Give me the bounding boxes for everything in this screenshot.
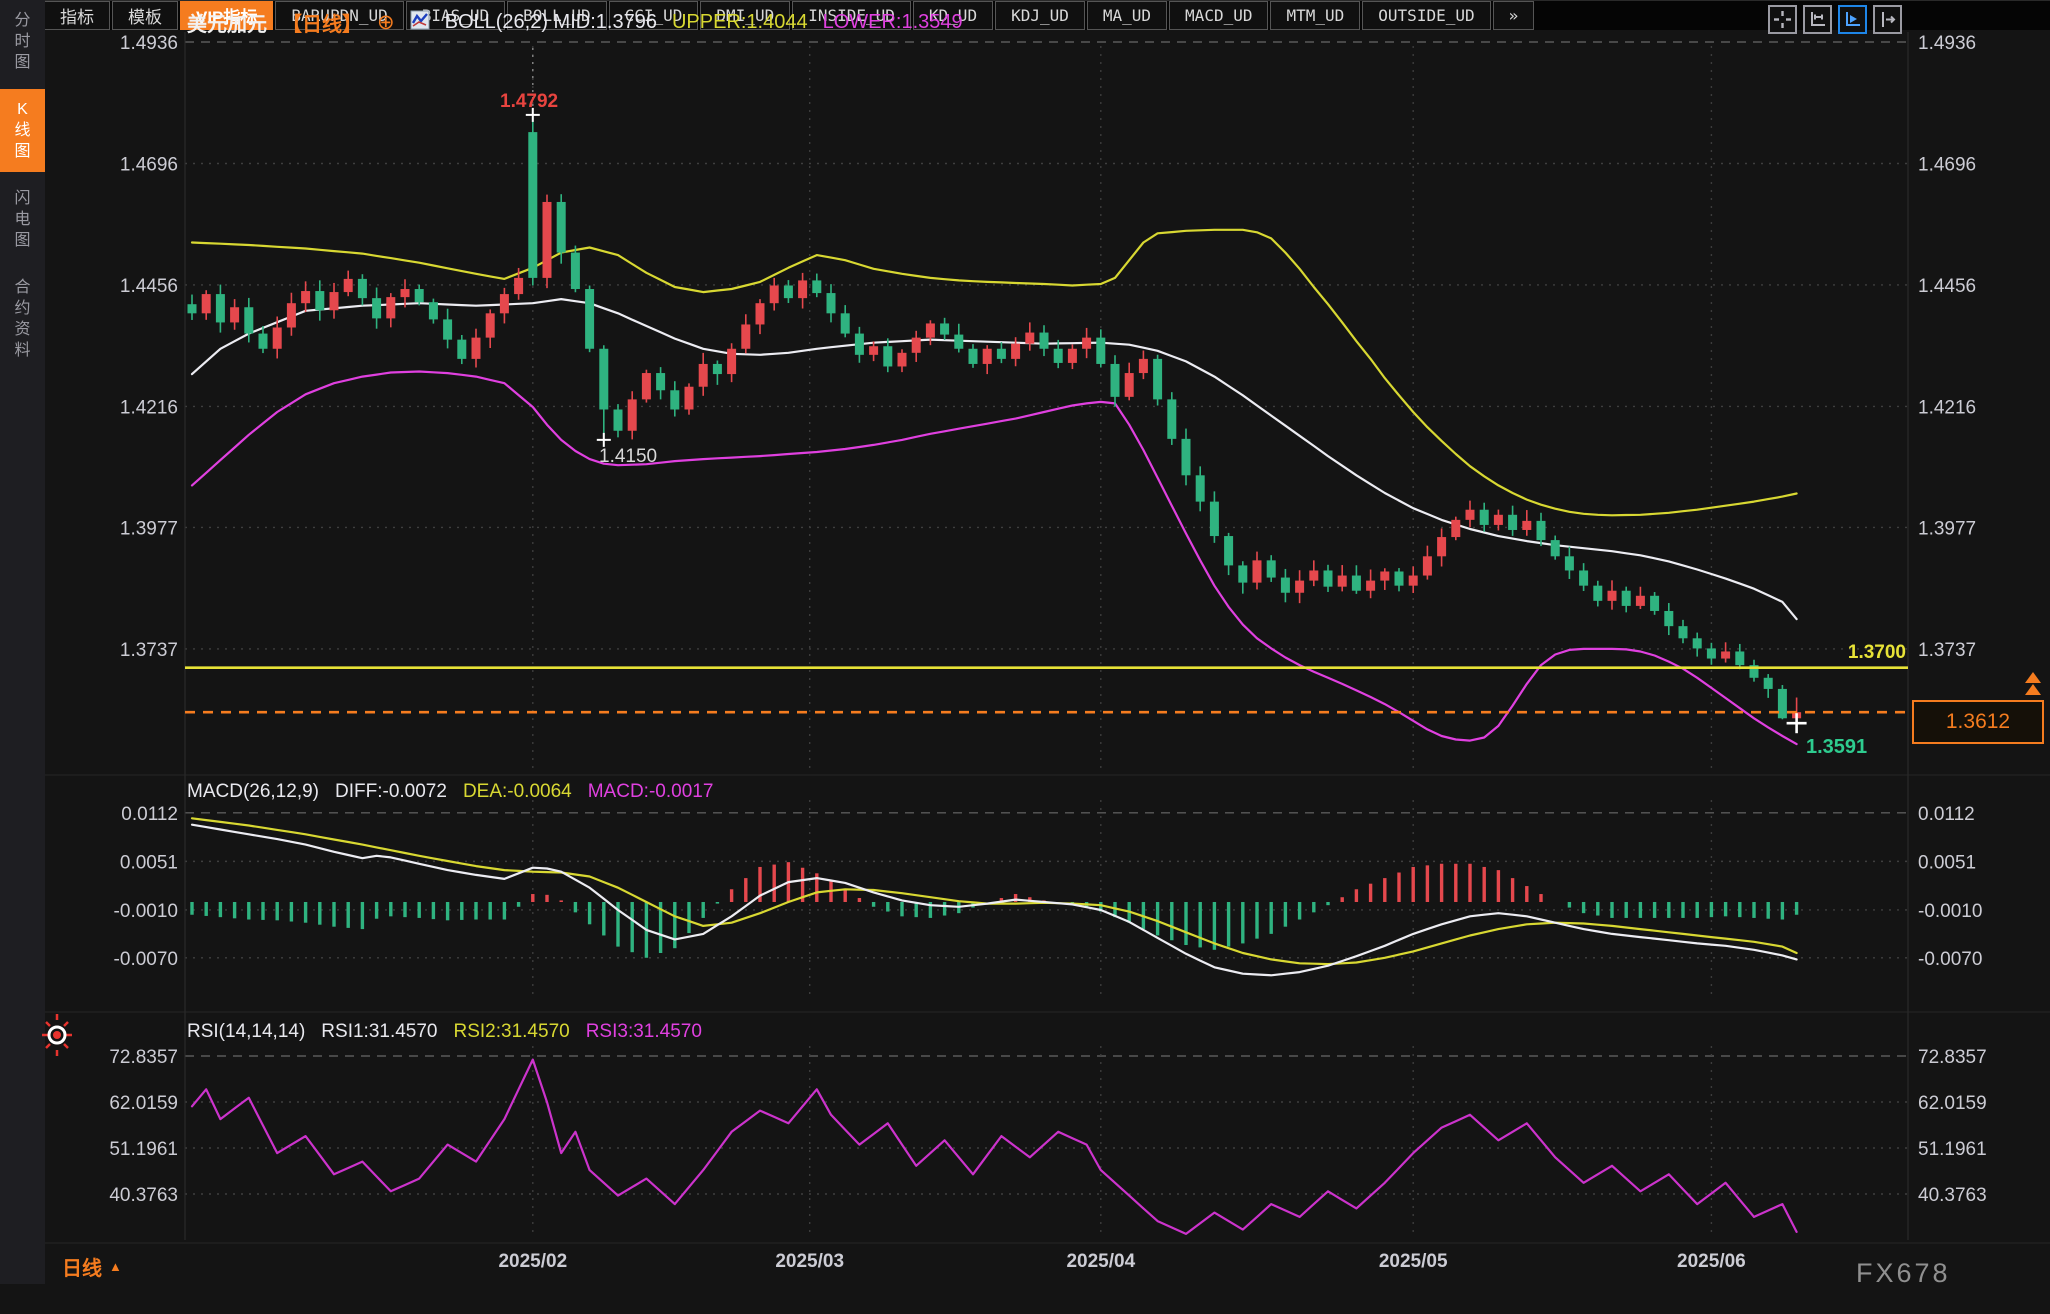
axis-label: 1.3977: [120, 518, 178, 539]
axis-label: -0.0010: [1918, 901, 1982, 922]
axis-label: 1.4936: [120, 33, 178, 54]
axis-label: 0.0051: [120, 852, 178, 873]
rsi2-readout: RSI2:31.4570: [453, 1021, 570, 1042]
date-tick-label: 2025/05: [1378, 1251, 1448, 1272]
tab-VIP指标[interactable]: VIP指标: [180, 1, 274, 30]
current-price-value: 1.3612: [1945, 710, 2011, 733]
tab-INSIDE_UD[interactable]: INSIDE_UD: [792, 1, 911, 30]
axis-label: 1.4696: [1918, 154, 1976, 175]
axis-label: 72.8357: [1918, 1047, 1987, 1068]
sidebar-item-合约资料[interactable]: 合约资料: [14, 279, 31, 359]
tab-模板[interactable]: 模板: [112, 1, 178, 30]
auto-fit-icon[interactable]: [1838, 5, 1867, 34]
axis-label: 51.1961: [1918, 1139, 1987, 1160]
lowest-price-label: 1.3591: [1806, 736, 1868, 758]
compare-add-icon[interactable]: ⊕: [377, 10, 395, 34]
macd-diff-readout: DIFF:-0.0072: [335, 781, 447, 802]
date-tick-label: 2025/03: [775, 1251, 845, 1272]
macd-value-readout: MACD:-0.0017: [587, 781, 714, 802]
axis-label: 0.0112: [121, 804, 178, 825]
grid-settings-icon[interactable]: [1768, 5, 1797, 34]
rsi3-readout: RSI3:31.4570: [585, 1021, 702, 1042]
tab-BARUPDN_UD[interactable]: BARUPDN_UD: [275, 1, 404, 30]
tab-OUTSIDE_UD[interactable]: OUTSIDE_UD: [1362, 1, 1491, 30]
axis-label: 1.3977: [1918, 518, 1976, 539]
tab-MACD_UD[interactable]: MACD_UD: [1169, 1, 1269, 30]
tab-MA_UD[interactable]: MA_UD: [1086, 1, 1168, 30]
highest-price-label: 1.4792: [500, 91, 559, 112]
rsi-title[interactable]: RSI(14,14,14): [187, 1021, 306, 1042]
hot-indicator-icon[interactable]: [40, 1012, 74, 1063]
axis-label: 40.3763: [109, 1185, 178, 1206]
period-label[interactable]: 【日线】: [282, 14, 362, 36]
tab-DMI_UD[interactable]: DMI_UD: [700, 1, 791, 30]
axis-label: 1.4456: [120, 276, 178, 297]
rsi-pane-header: RSI(14,14,14) RSI1:31.4570 RSI2:31.4570 …: [187, 1021, 702, 1043]
axis-label: 1.4456: [1918, 276, 1976, 297]
boll-upper-readout: UPPER:1.4044: [671, 11, 808, 33]
chart-toolbar: [1768, 5, 1902, 34]
tab-KDJ_UD[interactable]: KDJ_UD: [995, 1, 1085, 30]
axis-label: 1.3737: [1918, 640, 1976, 661]
period-selector[interactable]: 日线 ▲: [62, 1252, 122, 1281]
indicator-mini-icon[interactable]: [410, 10, 430, 36]
price-up-arrow-icon: [2024, 672, 2042, 703]
boll-mid-readout: BOLL(26,2) MID:1.3796: [444, 11, 657, 33]
tab-MTM_UD[interactable]: MTM_UD: [1270, 1, 1361, 30]
axis-label: 40.3763: [1918, 1185, 1987, 1206]
tab-BOLL_UD[interactable]: BOLL_UD: [507, 1, 607, 30]
indicator-tabbar: 指标 模板 VIP指标 BARUPDN_UD BIAS_UD BOLL_UD CCI_UD D…: [0, 0, 2050, 30]
axis-label: 72.8357: [109, 1047, 178, 1068]
sidebar-item-分时图[interactable]: 分时图: [14, 12, 31, 71]
axis-label: -0.0070: [1918, 949, 1982, 970]
axis-label: -0.0070: [114, 949, 178, 970]
macd-dea-readout: DEA:-0.0064: [462, 781, 572, 802]
date-tick-label: 2025/04: [1066, 1251, 1136, 1272]
axis-scale-icon[interactable]: [1803, 5, 1832, 34]
boll-lower-readout: LOWER:1.3549: [822, 11, 963, 33]
tab-KD_UD[interactable]: KD_UD: [912, 1, 994, 30]
chart-header: 美元加元 【日线】 ⊕ BOLL(26,2) MID:1.3796 UPPER:…: [187, 8, 963, 37]
axis-label: 62.0159: [109, 1093, 178, 1114]
date-tick-label: 2025/02: [498, 1251, 568, 1272]
tab-»[interactable]: »: [1492, 1, 1535, 30]
brand-watermark: FX678: [1856, 1258, 1951, 1288]
current-price-box[interactable]: 1.3612: [1912, 700, 2044, 744]
support-price-label: 1.3700: [1847, 642, 1906, 663]
axis-label: 0.0112: [1918, 804, 1975, 825]
axis-label: 1.4696: [120, 154, 178, 175]
axis-label: 1.3737: [120, 640, 178, 661]
axis-label: 62.0159: [1918, 1093, 1987, 1114]
axis-label: -0.0010: [114, 901, 178, 922]
axis-label: 1.4216: [1918, 397, 1976, 418]
tab-指标[interactable]: 指标: [44, 1, 110, 30]
axis-label: 0.0051: [1918, 852, 1976, 873]
swing-low-label: 1.4150: [599, 446, 658, 467]
date-tick-label: 2025/06: [1677, 1251, 1746, 1272]
shift-right-icon[interactable]: [1873, 5, 1902, 34]
axis-label: 51.1961: [109, 1139, 178, 1160]
macd-pane-header: MACD(26,12,9) DIFF:-0.0072 DEA:-0.0064 M…: [187, 781, 713, 803]
rsi1-readout: RSI1:31.4570: [321, 1021, 438, 1042]
sidebar-item-闪电图[interactable]: 闪电图: [14, 190, 31, 249]
tab-CCI_UD[interactable]: CCI_UD: [608, 1, 699, 30]
macd-title[interactable]: MACD(26,12,9): [187, 781, 319, 802]
axis-label: 1.4936: [1918, 33, 1976, 54]
triangle-up-icon: ▲: [109, 1259, 122, 1274]
period-selector-label: 日线: [62, 1258, 102, 1280]
axis-label: 1.4216: [120, 397, 178, 418]
symbol-name[interactable]: 美元加元: [187, 14, 267, 36]
